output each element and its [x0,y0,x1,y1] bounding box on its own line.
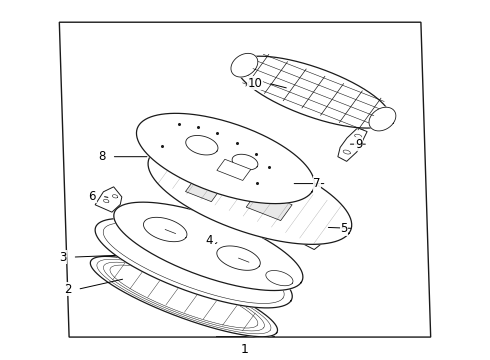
Polygon shape [328,217,334,220]
Polygon shape [95,187,122,212]
Polygon shape [338,128,367,161]
Polygon shape [313,237,319,241]
Text: 4: 4 [206,234,213,247]
Polygon shape [217,159,251,180]
Text: 9: 9 [355,138,362,150]
Polygon shape [185,158,242,194]
Text: 8: 8 [98,150,106,163]
Polygon shape [217,246,260,270]
Polygon shape [246,191,292,221]
Text: 3: 3 [59,251,67,264]
Polygon shape [103,223,284,303]
Text: 10: 10 [247,77,262,90]
Polygon shape [369,107,396,131]
Polygon shape [186,135,218,155]
Text: 2: 2 [64,283,72,296]
Polygon shape [304,210,338,249]
Polygon shape [148,144,352,244]
Text: 6: 6 [89,190,96,203]
Polygon shape [237,56,391,128]
Text: 7: 7 [313,177,321,190]
Polygon shape [266,270,293,286]
Polygon shape [114,202,303,291]
Text: 1: 1 [241,343,249,356]
Polygon shape [232,154,258,170]
Polygon shape [186,182,218,202]
Polygon shape [322,225,329,228]
Polygon shape [90,256,277,337]
Polygon shape [137,113,315,204]
Polygon shape [231,53,258,77]
Polygon shape [144,217,187,242]
Polygon shape [95,219,292,308]
Text: 5: 5 [340,222,347,235]
